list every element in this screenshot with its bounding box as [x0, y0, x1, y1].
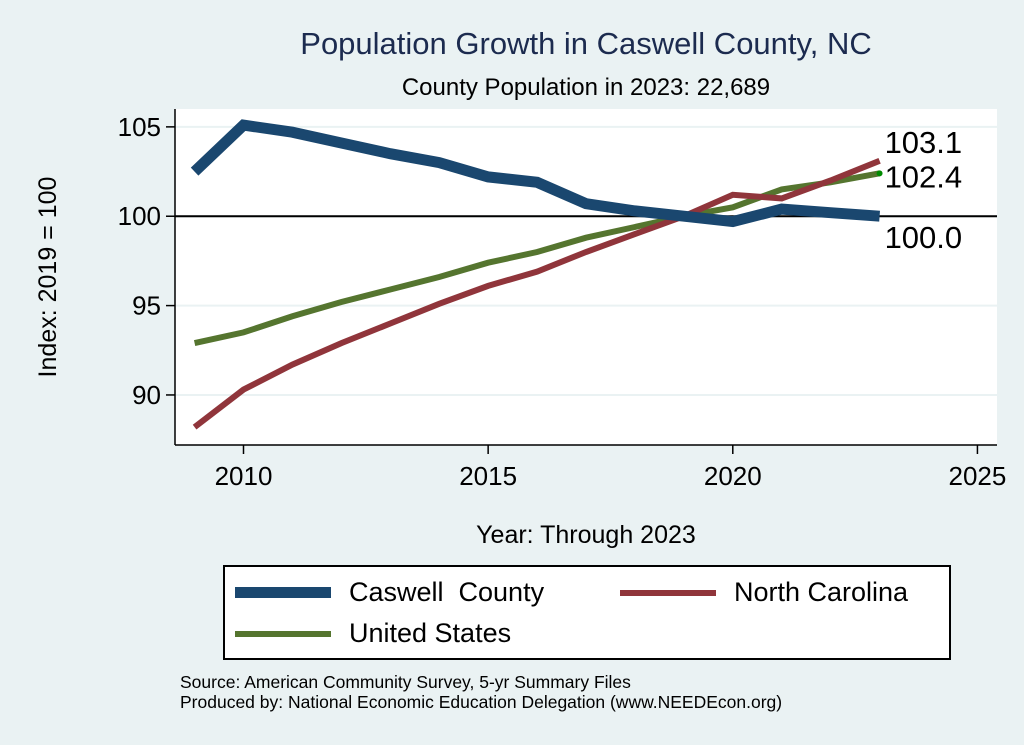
chart-subtitle: County Population in 2023: 22,689	[401, 74, 771, 101]
x-tick-label: 2020	[704, 461, 762, 491]
legend-item-caswell: Caswell County	[235, 577, 544, 608]
plot-area	[175, 109, 997, 445]
producer-line: Produced by: National Economic Education…	[180, 692, 783, 712]
y-tick-label: 95	[132, 291, 161, 321]
legend-swatch-caswell	[235, 587, 331, 598]
axes: 90 95 100 105 2010 2015 2020 2025	[118, 109, 1007, 491]
chart-title: Population Growth in Caswell County, NC	[300, 26, 872, 61]
source-note: Source: American Community Survey, 5-yr …	[180, 672, 782, 712]
y-tick-label: 105	[118, 112, 161, 142]
end-label-caswell-county: 100.0	[885, 220, 963, 255]
x-tick-label: 2010	[215, 461, 273, 491]
x-axis-label: Year: Through 2023	[476, 521, 696, 549]
end-marker-united-states	[876, 170, 883, 177]
x-tick-label: 2015	[459, 461, 517, 491]
end-label-north-carolina: 103.1	[885, 125, 963, 160]
source-line: Source: American Community Survey, 5-yr …	[180, 672, 631, 692]
legend-swatch-united-states	[235, 630, 331, 637]
legend-swatch-north-carolina	[620, 589, 716, 596]
y-axis-label: Index: 2019 = 100	[34, 177, 62, 378]
series-group	[190, 119, 883, 430]
legend-label-united-states: United States	[349, 618, 512, 648]
y-tick-label: 90	[132, 380, 161, 410]
legend: Caswell County North Carolina United Sta…	[223, 565, 951, 660]
legend-item-north-carolina: North Carolina	[620, 577, 908, 608]
end-label-united-states: 102.4	[885, 159, 963, 194]
legend-label-caswell: Caswell County	[349, 577, 545, 607]
y-tick-label: 100	[118, 201, 161, 231]
legend-label-north-carolina: North Carolina	[734, 577, 909, 607]
x-tick-label: 2025	[949, 461, 1007, 491]
legend-item-united-states: United States	[235, 618, 511, 649]
